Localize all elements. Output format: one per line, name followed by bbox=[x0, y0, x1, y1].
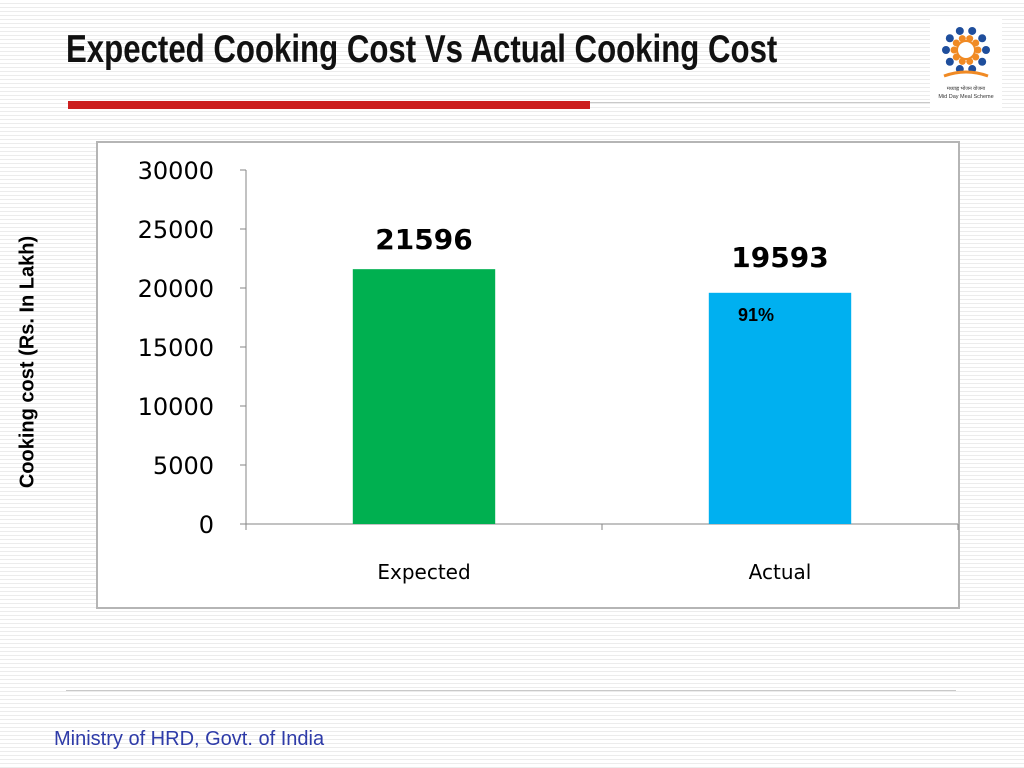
emblem-head bbox=[978, 34, 987, 43]
emblem-body bbox=[966, 57, 974, 65]
emblem-body bbox=[952, 39, 960, 47]
emblem-body bbox=[958, 57, 966, 65]
data-label-actual: 19593 bbox=[731, 241, 828, 274]
emblem-head bbox=[982, 46, 990, 54]
emblem-body bbox=[958, 35, 966, 43]
emblem-head bbox=[945, 34, 954, 43]
footer-text: Ministry of HRD, Govt. of India bbox=[54, 728, 325, 750]
y-tick-label: 0 bbox=[199, 511, 214, 539]
logo-caption-english: Mid Day Meal Scheme bbox=[938, 94, 994, 100]
y-tick-label: 10000 bbox=[138, 393, 214, 421]
emblem-body bbox=[974, 46, 982, 54]
y-tick-label: 20000 bbox=[138, 275, 214, 303]
emblem-body bbox=[950, 46, 958, 54]
mid-day-meal-logo: मध्याह्न भोजन योजना Mid Day Meal Scheme bbox=[930, 16, 1002, 108]
title-underline-accent bbox=[68, 101, 590, 109]
y-axis-title: Cooking cost (Rs. In Lakh) bbox=[16, 235, 39, 489]
x-tick-label-expected: Expected bbox=[377, 560, 470, 584]
emblem-body bbox=[972, 53, 980, 61]
footer-rule bbox=[66, 690, 956, 691]
page-title: Expected Cooking Cost Vs Actual Cooking … bbox=[66, 28, 778, 71]
data-label-expected: 21596 bbox=[375, 223, 472, 256]
bar-actual bbox=[708, 292, 852, 524]
emblem-body bbox=[972, 39, 980, 47]
emblem-body bbox=[952, 53, 960, 61]
emblem-head bbox=[945, 57, 954, 66]
emblem-book bbox=[943, 70, 989, 78]
y-tick-label: 30000 bbox=[138, 157, 214, 185]
chart-frame: 0 5000 10000 15000 20000 25000 30000 21596 Expec… bbox=[96, 141, 960, 609]
y-tick-label: 25000 bbox=[138, 216, 214, 244]
y-tick-label: 15000 bbox=[138, 334, 214, 362]
emblem-head bbox=[942, 46, 950, 54]
emblem-body bbox=[966, 35, 974, 43]
emblem-head bbox=[978, 57, 987, 66]
title-underline-rule bbox=[590, 102, 930, 103]
emblem-head bbox=[968, 26, 977, 35]
bar-chart: 0 5000 10000 15000 20000 25000 30000 21596 Expec… bbox=[138, 157, 959, 584]
mid-day-meal-emblem-icon bbox=[942, 26, 990, 78]
x-tick-label-actual: Actual bbox=[749, 560, 812, 584]
logo-caption-hindi: मध्याह्न भोजन योजना bbox=[946, 86, 986, 92]
annotation-percent: 91% bbox=[738, 305, 774, 325]
y-tick-label: 5000 bbox=[153, 452, 214, 480]
emblem-head bbox=[955, 26, 964, 35]
bar-expected bbox=[352, 269, 496, 524]
